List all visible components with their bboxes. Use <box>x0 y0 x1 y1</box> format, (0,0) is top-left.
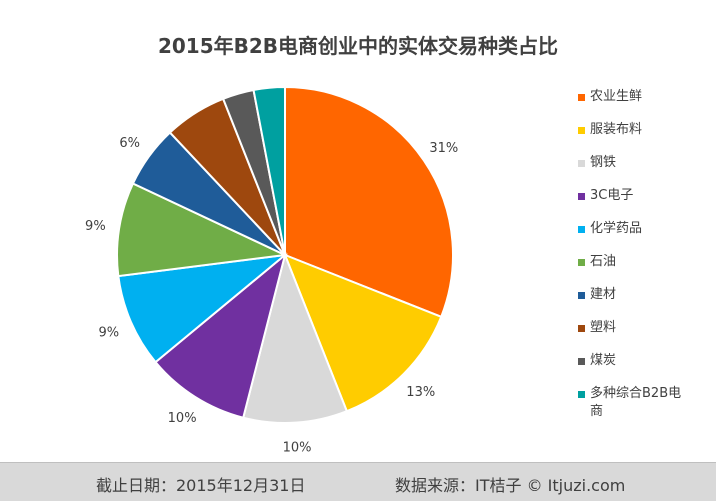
legend-item: 农业生鲜 <box>578 88 708 121</box>
data-label-4: 10% <box>168 411 197 426</box>
data-label-3: 10% <box>283 441 312 456</box>
data-label-2: 13% <box>406 385 435 400</box>
legend-label: 化学药品 <box>590 221 643 236</box>
legend-label: 服装布料 <box>590 122 643 137</box>
legend-swatch <box>578 226 585 233</box>
pie-slice-5 <box>117 253 289 364</box>
legend-swatch <box>578 325 585 332</box>
legend-item: 3C电子 <box>578 187 708 220</box>
legend-label: 石油 <box>590 254 617 269</box>
legend-label: 多种综合B2B电商 <box>590 386 682 419</box>
legend-item: 煤炭 <box>578 352 708 385</box>
chart-title: 2015年B2B电商创业中的实体交易种类占比 <box>157 34 559 58</box>
legend-swatch <box>578 358 585 365</box>
legend-label: 钢铁 <box>590 155 617 170</box>
legend-label: 塑料 <box>590 320 617 335</box>
legend-label: 煤炭 <box>590 353 617 368</box>
cutoff-date-text: 截止日期：2015年12月31日 <box>96 476 306 495</box>
legend-swatch <box>578 94 585 101</box>
legend-item: 塑料 <box>578 319 708 352</box>
pie-slice-10 <box>252 85 286 256</box>
legend-item: 服装布料 <box>578 121 708 154</box>
footer: 截止日期：2015年12月31日 数据来源：IT桔子 © Itjuzi.com <box>0 462 716 501</box>
legend-swatch <box>578 127 585 134</box>
pie-slice-2 <box>283 253 443 413</box>
legend-item: 多种综合B2B电商 <box>578 385 708 431</box>
legend-item: 建材 <box>578 286 708 319</box>
data-label-6: 9% <box>85 219 106 234</box>
legend-swatch <box>578 391 585 398</box>
pie-slice-1 <box>284 85 454 319</box>
legend-item: 化学药品 <box>578 220 708 253</box>
legend: 农业生鲜服装布料钢铁 3C电子化学药品石油建材塑料煤炭多种综合B2B电商 <box>578 88 708 431</box>
legend-label: 3C电子 <box>590 188 634 203</box>
chart: 2015年B2B电商创业中的实体交易种类占比 31% 13% 10% 10% 9% 9% 6… <box>85 34 708 456</box>
pie-chart-svg: 31% 13% 10% 10% 9% 9% 6% <box>85 85 458 456</box>
legend-item: 石油 <box>578 253 708 286</box>
legend-label: 建材 <box>590 287 617 302</box>
legend-label: 农业生鲜 <box>590 89 643 104</box>
data-label-5: 9% <box>98 325 119 340</box>
legend-swatch <box>578 259 585 266</box>
legend-swatch <box>578 292 585 299</box>
data-label-7: 6% <box>119 136 140 151</box>
data-label-1: 31% <box>429 141 458 156</box>
pie-slice-3 <box>242 251 349 424</box>
legend-swatch <box>578 193 585 200</box>
data-source-text: 数据来源：IT桔子 © Itjuzi.com <box>395 476 626 495</box>
pie-slice-4 <box>154 252 287 419</box>
pie-slice-6 <box>116 182 289 278</box>
legend-item: 钢铁 <box>578 154 708 187</box>
legend-swatch <box>578 160 585 167</box>
